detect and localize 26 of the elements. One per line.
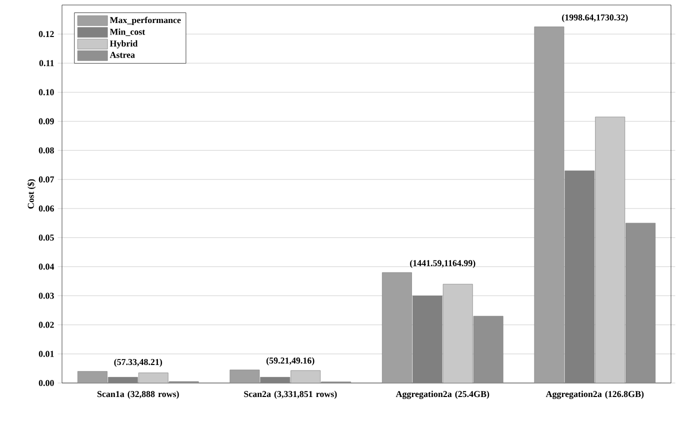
y-tick-label: 0.10 (38, 89, 54, 96)
y-tick-label: 0.08 (38, 147, 54, 154)
x-tick-label: Scan1a (32,888 rows) (97, 390, 179, 399)
legend-label: Max_performance (110, 16, 181, 25)
annotation: (57.33,48.21) (114, 358, 162, 367)
y-tick-label: 0.00 (38, 380, 54, 386)
legend-label: Astrea (110, 52, 135, 58)
y-tick-label: 0.07 (38, 176, 54, 182)
y-tick-label: 0.02 (38, 322, 54, 328)
y-tick-label: 0.03 (38, 292, 54, 299)
y-tick-label: 0.09 (38, 118, 54, 124)
y-tick-label: 0.01 (38, 350, 54, 357)
y-axis-title: Cost ($) (27, 179, 36, 209)
y-tick-label: 0.12 (38, 31, 54, 38)
y-tick-label: 0.06 (38, 205, 54, 212)
annotation: (59.21,49.16) (266, 357, 314, 366)
x-tick-label: Aggregation2a (126.8GB) (546, 390, 644, 399)
x-tick-label: Aggregation2a (25.4GB) (396, 390, 490, 399)
x-tick-label: Scan2a (3,331,851 rows) (244, 390, 337, 399)
legend-label: Min_cost (110, 28, 146, 36)
y-tick-label: 0.05 (38, 234, 54, 241)
legend-label: Hybrid (110, 40, 138, 48)
annotation: (1441.59,1164.99) (410, 260, 476, 268)
annotation: (1998.64,1730.32) (562, 14, 628, 22)
y-tick-label: 0.04 (38, 264, 54, 270)
y-tick-label: 0.11 (39, 60, 54, 66)
